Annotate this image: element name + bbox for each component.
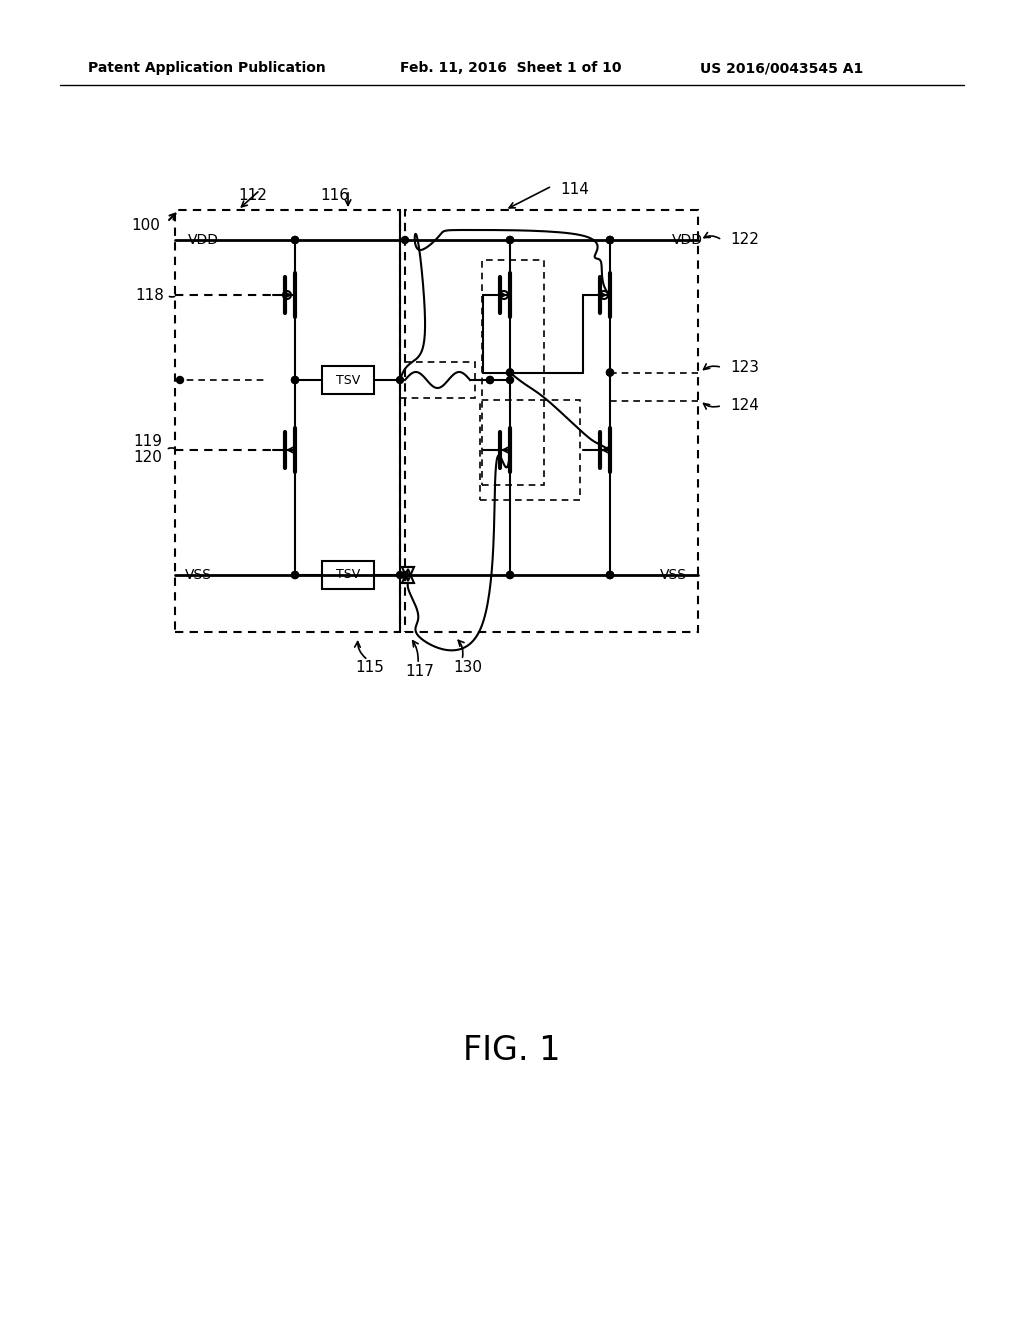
Circle shape: [401, 236, 409, 243]
Circle shape: [606, 370, 613, 376]
Circle shape: [507, 370, 513, 376]
Bar: [322, 366, 374, 393]
Bar: [175, 210, 400, 632]
Text: Patent Application Publication: Patent Application Publication: [88, 61, 326, 75]
Circle shape: [507, 572, 513, 578]
Text: TSV: TSV: [336, 374, 360, 387]
Text: 124: 124: [730, 399, 759, 413]
Text: 120: 120: [133, 450, 162, 466]
Circle shape: [396, 376, 403, 384]
Circle shape: [606, 236, 613, 243]
Circle shape: [507, 236, 513, 243]
Circle shape: [507, 376, 513, 384]
Text: 118: 118: [135, 288, 164, 302]
Circle shape: [606, 572, 613, 578]
Circle shape: [486, 376, 494, 384]
Text: VSS: VSS: [660, 568, 687, 582]
Circle shape: [292, 376, 299, 384]
Text: TSV: TSV: [336, 569, 360, 582]
Circle shape: [292, 572, 299, 578]
Text: 115: 115: [355, 660, 384, 676]
Circle shape: [507, 236, 513, 243]
Text: 130: 130: [454, 660, 482, 676]
Text: 114: 114: [560, 182, 590, 198]
Circle shape: [606, 572, 613, 578]
Text: VDD: VDD: [188, 234, 219, 247]
Circle shape: [606, 236, 613, 243]
Text: US 2016/0043545 A1: US 2016/0043545 A1: [700, 61, 863, 75]
Bar: [400, 362, 475, 399]
Text: VSS: VSS: [185, 568, 212, 582]
Circle shape: [292, 236, 299, 243]
Text: FIG. 1: FIG. 1: [463, 1034, 561, 1067]
Circle shape: [292, 376, 299, 384]
Text: 119: 119: [133, 434, 162, 450]
Text: 123: 123: [730, 360, 759, 375]
Text: 122: 122: [730, 232, 759, 248]
Circle shape: [292, 572, 299, 578]
Circle shape: [396, 572, 403, 578]
Circle shape: [606, 236, 613, 243]
Text: VDD: VDD: [672, 234, 703, 247]
Text: Feb. 11, 2016  Sheet 1 of 10: Feb. 11, 2016 Sheet 1 of 10: [400, 61, 622, 75]
Circle shape: [507, 370, 513, 376]
Circle shape: [176, 376, 183, 384]
Text: 116: 116: [321, 187, 349, 202]
Bar: [322, 561, 374, 589]
Text: 112: 112: [239, 187, 267, 202]
Text: 117: 117: [406, 664, 434, 680]
Circle shape: [606, 370, 613, 376]
Text: 100: 100: [131, 218, 160, 232]
Bar: [480, 400, 580, 500]
Circle shape: [507, 572, 513, 578]
Bar: [482, 260, 544, 484]
Circle shape: [401, 572, 409, 578]
Circle shape: [486, 376, 494, 384]
Circle shape: [292, 236, 299, 243]
Circle shape: [606, 572, 613, 578]
Bar: [406, 210, 698, 632]
